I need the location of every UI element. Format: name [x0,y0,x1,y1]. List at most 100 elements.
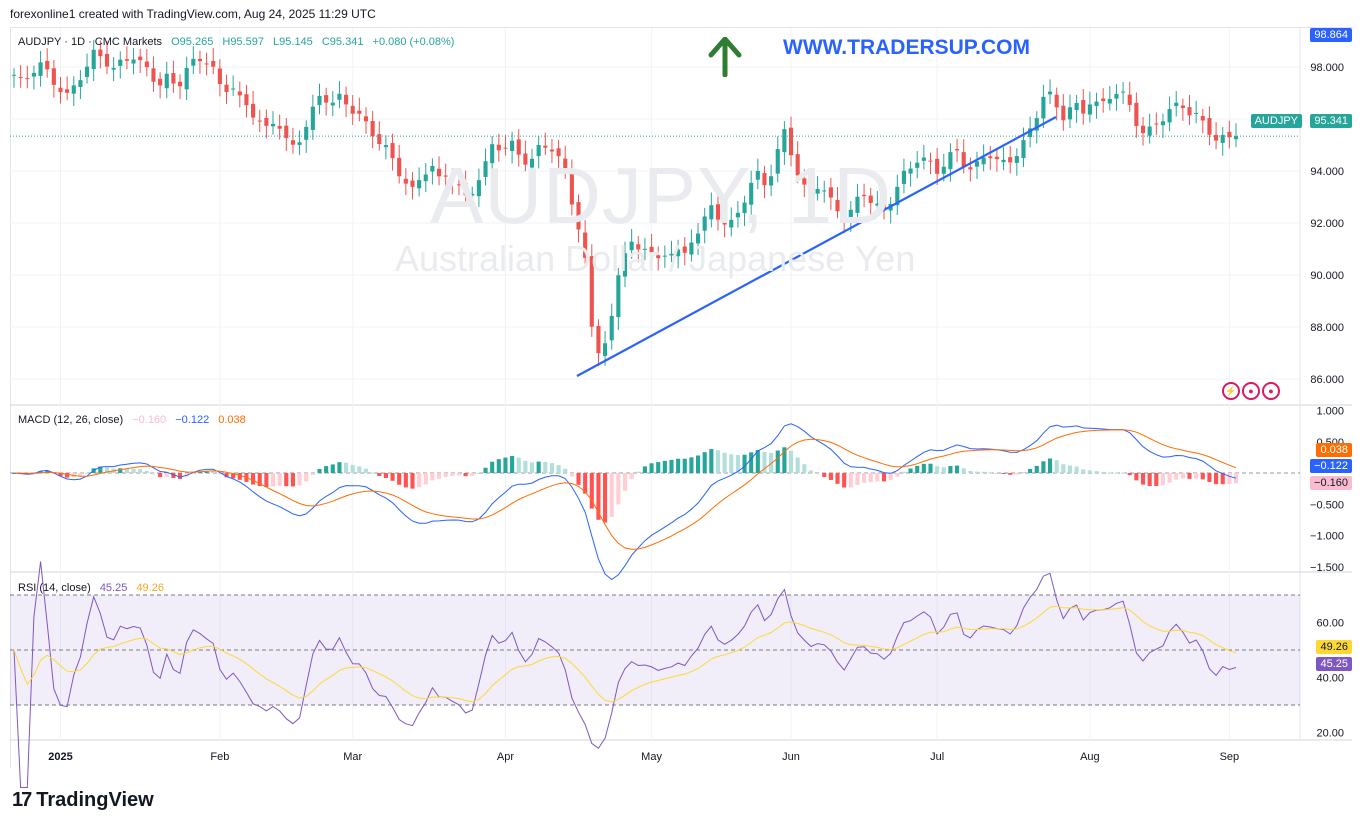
macd-hist-bar [563,468,568,473]
candle-body [124,59,129,61]
macd-hist-bar [197,471,203,473]
candle-body [855,196,860,213]
macd-hist-bar [357,466,362,473]
rsi-tick-label: 40.00 [1316,673,1344,685]
macd-hist-bar [1008,473,1013,475]
last-price-badge: 95.341 [1310,114,1352,128]
candle-body [45,60,50,70]
candle-body [556,148,561,157]
candle-body [270,123,276,127]
flag-icon[interactable]: ● [1242,382,1260,400]
macd-hist-bar [935,466,940,473]
macd-hist-bar [941,467,946,473]
candle-body [377,134,382,145]
macd-hist-bar [38,471,43,473]
candle-body [795,154,800,176]
main-legend[interactable]: AUDJPY · 1D · CMC Markets O95.265 H95.59… [18,36,460,48]
price-tick-label: 92.000 [1310,218,1344,230]
macd-hist-bar [1054,460,1059,473]
macd-hist-bar [370,472,375,474]
macd-hist-bar [277,473,282,486]
time-tick-label: Sep [1220,751,1240,763]
macd-hist-bar [1207,473,1212,482]
macd-hist-bar [1047,458,1053,473]
macd-hist-bar [1094,471,1099,473]
candle-body [503,147,508,149]
candle-body [98,49,103,57]
candle-body [935,158,940,174]
candle-body [38,62,43,76]
macd-hist-bar [104,467,110,473]
macd-hist-bar [928,463,933,473]
macd-hist-bar [1187,473,1192,479]
candle-body [516,139,521,155]
event-dot-icon[interactable]: ● [1262,382,1280,400]
macd-hist-bar [496,459,501,473]
macd-hist-bar [695,455,701,473]
macd-hist-bar [523,460,528,473]
candle-body [91,49,96,70]
candle-body [84,66,90,78]
macd-hist-bar [510,455,515,473]
macd-hist-bar [151,473,156,475]
candle-body [177,81,183,87]
macd-hist-bar [1021,472,1026,474]
candle-body [536,144,541,157]
macd-hist-bar [742,454,747,473]
rsi-legend[interactable]: RSI (14, close) 45.25 49.26 [18,582,170,594]
candle-body [848,209,853,220]
candle-body [722,218,727,225]
macd-hist-bar [456,473,462,476]
macd-hist-bar [470,473,475,476]
close-value: C95.341 [321,36,364,48]
macd-hist-bar [1214,473,1219,485]
candle-body [456,184,462,186]
macd-hist-bar [1014,473,1019,475]
candle-body [251,103,256,118]
macd-hist-bar [921,463,926,473]
candle-body [576,202,581,230]
candle-body [669,253,674,256]
candle-body [583,232,588,258]
candle-body [981,157,986,165]
candle-body [988,156,993,159]
macd-legend[interactable]: MACD (12, 26, close) −0.160 −0.122 0.038 [18,414,252,426]
footer-brand[interactable]: 17 TradingView [12,789,154,812]
macd-hist-bar [908,468,913,473]
candle-body [257,120,262,122]
candle-body [802,178,807,185]
macd-hist-bar [297,473,302,486]
macd-hist-bar [317,468,322,473]
macd-hist-bar [158,473,163,478]
macd-hist-bar [536,461,541,473]
candle-body [1107,98,1112,104]
macd-hist-bar [549,463,555,473]
macd-hist-bar [1220,473,1225,485]
candle-body [31,72,36,77]
candle-body [901,170,906,184]
candle-body [569,170,574,205]
candle-body [476,180,481,197]
candle-body [1200,116,1205,121]
macd-hist-bar [755,450,760,473]
macd-hist-bar [1194,473,1199,479]
macd-hist-bar [397,473,402,485]
macd-hist-bar [988,472,993,474]
open-value: O95.265 [171,36,214,48]
macd-hist-bar [715,450,721,473]
macd-hist-bar [1180,473,1185,479]
macd-hist-bar [1174,473,1179,480]
chart-event-icons[interactable]: ⚡ ● ● [1222,382,1282,400]
macd-hist-bar [383,473,388,478]
candle-body [563,158,568,171]
candle-body [742,202,747,214]
macd-hist-bar [177,473,183,479]
candle-body [357,110,362,114]
lightning-icon[interactable]: ⚡ [1222,382,1240,400]
candle-body [1041,96,1046,119]
macd-hist-bar [974,471,980,473]
rsi-ma-line [13,605,1237,703]
macd-hist-bar [1167,473,1172,483]
time-tick-label: Jun [782,751,800,763]
